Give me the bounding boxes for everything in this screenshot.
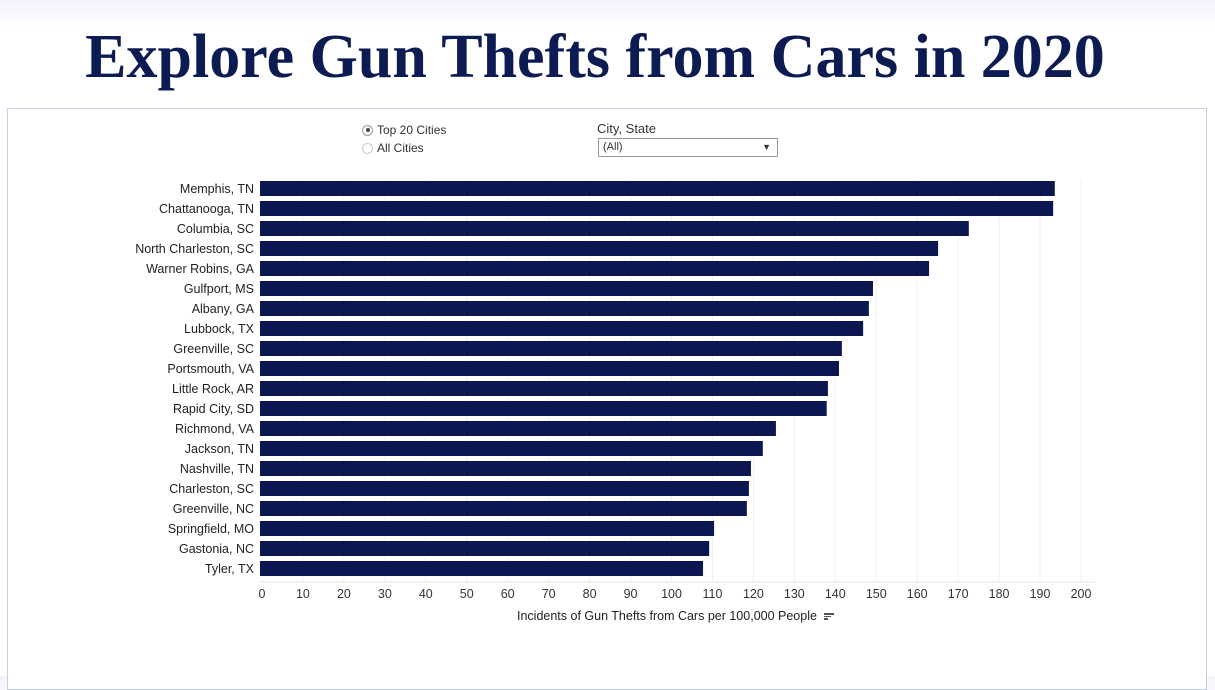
category-label: Memphis, TN (180, 182, 254, 196)
bar (260, 501, 747, 516)
bar (260, 221, 969, 236)
bar (260, 361, 839, 376)
radio-all-cities[interactable]: All Cities (362, 141, 424, 155)
bar (260, 461, 751, 476)
x-tick-label: 190 (1030, 587, 1051, 601)
dropdown-value: (All) (603, 141, 623, 153)
category-label: Greenville, NC (173, 502, 254, 516)
bar (260, 341, 842, 356)
bar (260, 521, 715, 536)
sort-icon[interactable] (824, 612, 835, 621)
x-tick-label: 10 (296, 587, 310, 601)
x-tick-label: 60 (501, 587, 515, 601)
x-tick-label: 70 (542, 587, 556, 601)
category-label: Richmond, VA (175, 422, 255, 436)
x-axis-label: Incidents of Gun Thefts from Cars per 10… (517, 609, 817, 623)
category-label: Warner Robins, GA (146, 262, 255, 276)
bar (260, 301, 869, 316)
category-label: Charleston, SC (169, 482, 254, 496)
bar (260, 241, 939, 256)
x-tick-label: 80 (583, 587, 597, 601)
category-label: Gastonia, NC (179, 542, 254, 556)
page-title: Explore Gun Thefts from Cars in 2020 (85, 23, 1105, 91)
category-label: Tyler, TX (205, 562, 255, 576)
category-label: Nashville, TN (180, 462, 254, 476)
x-tick-label: 150 (866, 587, 887, 601)
city-state-filter-label: City, State (597, 121, 657, 136)
bar (260, 201, 1054, 216)
category-label: Portsmouth, VA (167, 362, 254, 376)
x-tick-label: 50 (460, 587, 474, 601)
radio-unselected-icon (362, 142, 373, 154)
category-label: Springfield, MO (168, 522, 254, 536)
bar (260, 181, 1055, 196)
x-tick-label: 90 (624, 587, 638, 601)
radio-top-20-cities[interactable]: Top 20 Cities (362, 123, 446, 137)
radio-selected-icon (362, 124, 373, 136)
x-tick-label: 170 (948, 587, 969, 601)
x-tick-label: 200 (1071, 587, 1092, 601)
x-tick-label: 100 (661, 587, 682, 601)
x-tick-label: 30 (378, 587, 392, 601)
bar-chart: 0 10 20 30 40 50 60 70 80 90 100 110 120 130 140 150 160… (135, 179, 1095, 601)
bar (260, 381, 828, 396)
category-label: Jackson, TN (185, 442, 254, 456)
x-axis-title: Incidents of Gun Thefts from Cars per 10… (517, 609, 835, 623)
chevron-down-icon: ▼ (762, 142, 771, 152)
category-label: Greenville, SC (173, 342, 254, 356)
category-label: Columbia, SC (177, 222, 254, 236)
city-state-dropdown[interactable]: (All) ▼ (598, 138, 778, 157)
category-label: Little Rock, AR (172, 382, 254, 396)
bar (260, 561, 704, 576)
category-label: Chattanooga, TN (159, 202, 254, 216)
x-tick-label: 0 (259, 587, 266, 601)
radio-label: Top 20 Cities (377, 123, 447, 137)
x-tick-label: 180 (989, 587, 1010, 601)
bar (260, 481, 749, 496)
x-tick-label: 20 (337, 587, 351, 601)
bar (260, 441, 763, 456)
bar (260, 321, 864, 336)
bar (260, 261, 930, 276)
radio-label: All Cities (377, 141, 424, 155)
category-label: Albany, GA (192, 302, 255, 316)
category-label: North Charleston, SC (135, 242, 254, 256)
category-label: Gulfport, MS (184, 282, 254, 296)
x-tick-label: 130 (784, 587, 805, 601)
bar (260, 401, 827, 416)
x-tick-label: 110 (702, 587, 722, 601)
category-label: Rapid City, SD (173, 402, 254, 416)
category-label: Lubbock, TX (184, 322, 255, 336)
x-tick-label: 120 (743, 587, 764, 601)
x-tick-label: 40 (419, 587, 433, 601)
x-tick-label: 160 (907, 587, 928, 601)
x-tick-label: 140 (825, 587, 846, 601)
bar (260, 281, 873, 296)
bar (260, 541, 710, 556)
bar (260, 421, 776, 436)
